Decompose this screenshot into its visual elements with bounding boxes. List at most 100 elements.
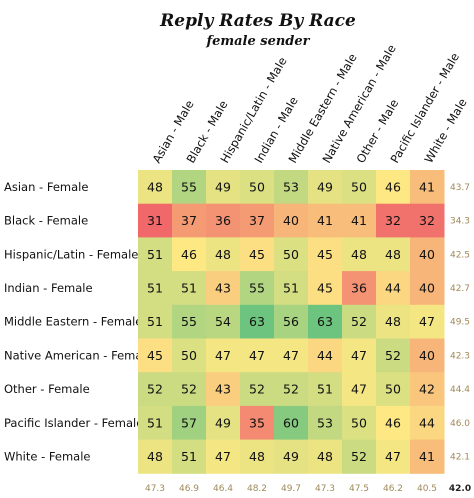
cell-value: 37 <box>181 213 197 228</box>
overall-average: 42.0 <box>449 484 471 494</box>
heatmap-cell <box>172 405 207 441</box>
cell-value: 45 <box>147 348 163 363</box>
heatmap-cell <box>240 271 275 306</box>
heatmap-cell <box>172 170 207 205</box>
cell-value: 35 <box>249 415 265 430</box>
cell-value: 51 <box>147 280 163 295</box>
heatmap-cell <box>376 271 411 306</box>
heatmap-cell <box>172 338 207 373</box>
heatmap-cell <box>342 405 377 441</box>
column-average: 46.4 <box>213 484 233 494</box>
heatmap-cell <box>308 304 343 339</box>
cell-value: 52 <box>147 382 163 397</box>
cell-value: 46 <box>385 415 401 430</box>
row-average: 43.7 <box>450 183 470 193</box>
heatmap-cell <box>342 237 377 272</box>
heatmap-cell <box>274 338 309 373</box>
cell-value: 53 <box>283 179 299 194</box>
column-average: 48.2 <box>247 484 267 494</box>
heatmap-cell <box>172 271 207 306</box>
cell-value: 51 <box>147 247 163 262</box>
cell-value: 60 <box>283 415 299 430</box>
column-average: 40.5 <box>417 484 437 494</box>
cell-value: 54 <box>215 314 231 329</box>
cell-value: 52 <box>385 348 401 363</box>
cell-value: 52 <box>351 314 367 329</box>
cell-value: 51 <box>317 382 333 397</box>
chart-subtitle: female sender <box>205 34 310 49</box>
cell-value: 45 <box>317 247 333 262</box>
heatmap-cell <box>138 237 173 272</box>
heatmap-cell <box>138 439 173 474</box>
cell-value: 48 <box>351 247 367 262</box>
heatmap-cell <box>206 338 241 373</box>
heatmap-cell <box>308 372 343 407</box>
heatmap-cell <box>206 170 241 205</box>
cell-value: 40 <box>419 348 435 363</box>
heatmap-cell <box>410 338 445 373</box>
cell-value: 44 <box>317 348 333 363</box>
heatmap-cell <box>376 372 411 407</box>
heatmap-cell <box>240 304 275 339</box>
heatmap-cell <box>274 170 309 205</box>
heatmap-cell <box>308 237 343 272</box>
heatmap-cell <box>172 439 207 474</box>
heatmap-cell <box>138 405 173 441</box>
heatmap-cell <box>138 170 173 205</box>
cell-value: 32 <box>419 213 435 228</box>
row-average: 42.5 <box>450 250 470 260</box>
heatmap-cell <box>342 372 377 407</box>
heatmap-cell <box>240 170 275 205</box>
heatmap-cell <box>342 203 377 238</box>
heatmap-cell <box>206 271 241 306</box>
heatmap-cell <box>172 372 207 407</box>
column-average: 47.3 <box>315 484 335 494</box>
heatmap-cell <box>342 439 377 474</box>
heatmap-cell <box>410 304 445 339</box>
heatmap-cell <box>308 170 343 205</box>
heatmap-cell <box>376 439 411 474</box>
row-labels: Asian - Female Black - Female Hispanic/Lat… <box>4 180 153 464</box>
cell-value: 46 <box>385 179 401 194</box>
cell-value: 47 <box>351 382 367 397</box>
heatmap-cell <box>138 338 173 373</box>
heatmap-cell <box>274 271 309 306</box>
column-averages: 47.3 46.9 46.4 48.2 49.7 47.3 47.5 46.2 40.5 42.0 <box>145 484 471 494</box>
cell-value: 32 <box>385 213 401 228</box>
row-label: Hispanic/Latin - Female <box>4 247 138 261</box>
heatmap-cell <box>138 203 173 238</box>
cell-value: 52 <box>249 382 265 397</box>
heatmap-cell <box>410 237 445 272</box>
heatmap-cell <box>240 405 275 441</box>
row-average: 42.7 <box>450 284 470 294</box>
row-average: 46.0 <box>450 419 470 429</box>
cell-value: 55 <box>181 314 197 329</box>
cell-value: 48 <box>385 247 401 262</box>
cell-value: 41 <box>317 213 333 228</box>
cell-value: 46 <box>181 247 197 262</box>
cell-value: 47 <box>249 348 265 363</box>
cell-value: 50 <box>181 348 197 363</box>
row-label: Indian - Female <box>4 281 93 295</box>
cell-value: 41 <box>419 179 435 194</box>
chart-title: Reply Rates By Race <box>159 11 356 31</box>
cell-value: 50 <box>351 415 367 430</box>
heatmap-cell <box>308 405 343 441</box>
cell-value: 51 <box>181 280 197 295</box>
heatmap-cell <box>410 203 445 238</box>
cell-value: 56 <box>283 314 299 329</box>
heatmap-cell <box>274 405 309 441</box>
heatmap-cell <box>376 338 411 373</box>
cell-value: 43 <box>215 382 231 397</box>
column-average: 47.5 <box>349 484 369 494</box>
cell-value: 45 <box>249 247 265 262</box>
cell-value: 55 <box>249 280 265 295</box>
heatmap-cell <box>342 271 377 306</box>
column-average: 46.2 <box>383 484 403 494</box>
heatmap-cell <box>240 439 275 474</box>
cell-value: 49 <box>215 179 231 194</box>
cell-value: 37 <box>249 213 265 228</box>
heatmap-cell <box>240 237 275 272</box>
row-label: White - Female <box>4 449 90 463</box>
column-average: 49.7 <box>281 484 301 494</box>
